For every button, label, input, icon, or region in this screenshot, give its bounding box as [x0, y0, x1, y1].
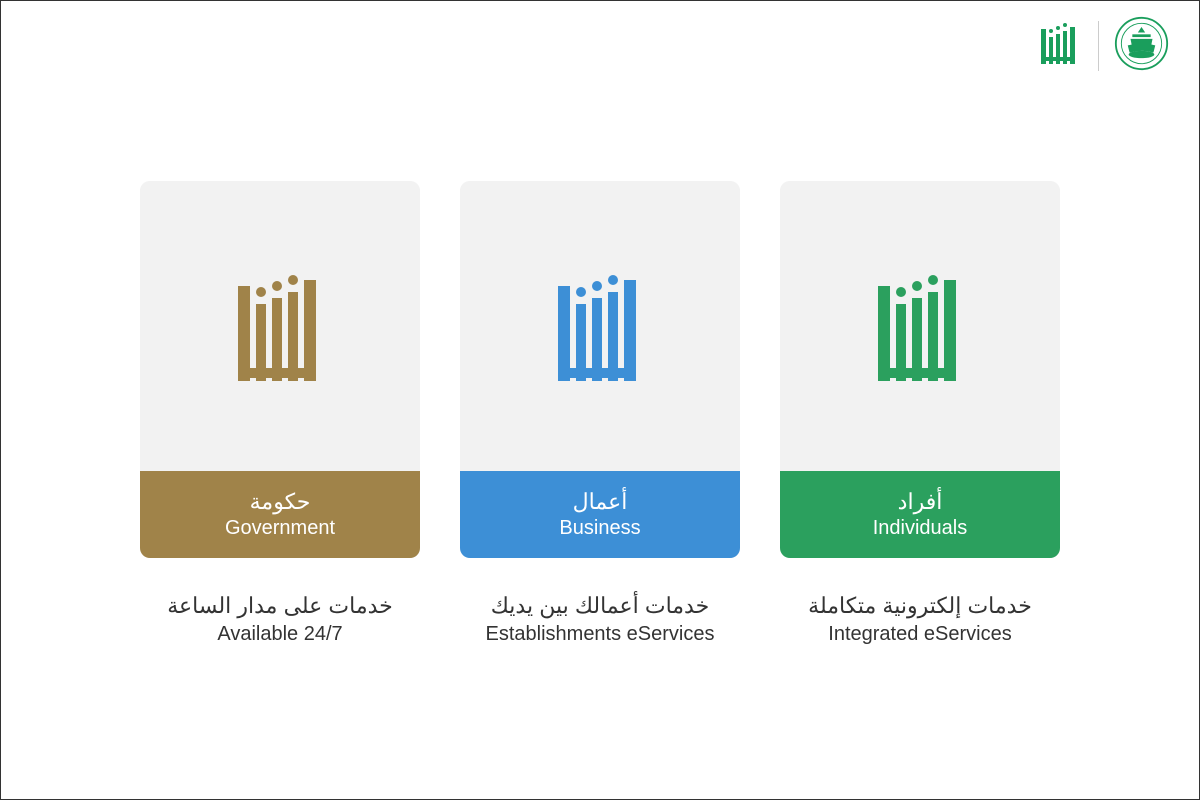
- absher-logo-icon: [1033, 19, 1083, 74]
- card-subtitle: خدمات أعمالك بين يديك Establishments eSe…: [486, 593, 715, 646]
- card-title-en: Individuals: [790, 517, 1050, 540]
- subtitle-en: Integrated eServices: [808, 623, 1032, 646]
- card-title-en: Business: [470, 517, 730, 540]
- card-title-en: Government: [150, 517, 410, 540]
- card-business[interactable]: أعمال Business: [460, 181, 740, 558]
- card-title-ar: أفراد: [790, 489, 1050, 515]
- subtitle-ar: خدمات على مدار الساعة: [167, 593, 393, 619]
- card-icon-area: [780, 181, 1060, 471]
- card-label: أعمال Business: [460, 471, 740, 558]
- absher-mark-icon: [860, 256, 980, 396]
- logo-divider: [1098, 21, 1099, 71]
- card-label: حكومة Government: [140, 471, 420, 558]
- subtitle-en: Establishments eServices: [486, 623, 715, 646]
- header: [1, 1, 1199, 91]
- emblem-icon: [1114, 16, 1169, 76]
- main-content: حكومة Government خدمات على مدار الساعة A…: [1, 91, 1199, 646]
- absher-mark-icon: [540, 256, 660, 396]
- card-government[interactable]: حكومة Government: [140, 181, 420, 558]
- card-subtitle: خدمات على مدار الساعة Available 24/7: [167, 593, 393, 646]
- absher-mark-icon: [220, 256, 340, 396]
- card-label: أفراد Individuals: [780, 471, 1060, 558]
- subtitle-en: Available 24/7: [167, 623, 393, 646]
- card-title-ar: حكومة: [150, 489, 410, 515]
- card-title-ar: أعمال: [470, 489, 730, 515]
- subtitle-ar: خدمات إلكترونية متكاملة: [808, 593, 1032, 619]
- service-card-individuals: أفراد Individuals خدمات إلكترونية متكامل…: [780, 181, 1060, 646]
- card-subtitle: خدمات إلكترونية متكاملة Integrated eServ…: [808, 593, 1032, 646]
- service-card-business: أعمال Business خدمات أعمالك بين يديك Est…: [460, 181, 740, 646]
- card-icon-area: [460, 181, 740, 471]
- subtitle-ar: خدمات أعمالك بين يديك: [486, 593, 715, 619]
- service-card-government: حكومة Government خدمات على مدار الساعة A…: [140, 181, 420, 646]
- card-individuals[interactable]: أفراد Individuals: [780, 181, 1060, 558]
- card-icon-area: [140, 181, 420, 471]
